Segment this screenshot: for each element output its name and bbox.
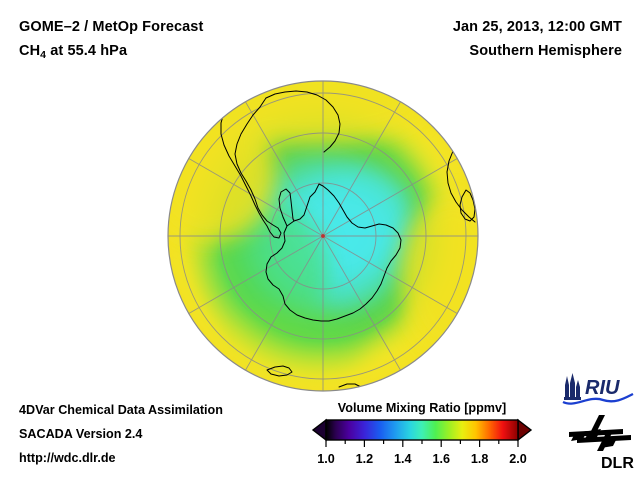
meridians: [168, 81, 478, 391]
colorbar-tick-label: 1.2: [356, 452, 374, 466]
method-label: 4DVar Chemical Data Assimilation: [19, 403, 223, 417]
coastline-island-fragment-b: [338, 383, 362, 388]
coastline-south-america: [220, 85, 282, 239]
riu-wordmark: RIU: [585, 377, 620, 399]
species-prefix: CH: [19, 43, 41, 59]
colorbar-tick-label: 1.6: [432, 452, 450, 466]
dlr-rotor-icon: [569, 415, 631, 451]
south-pole-marker: [321, 234, 325, 238]
dlr-wordmark: DLR: [601, 455, 634, 472]
wave-icon: [562, 392, 634, 405]
region-label: Southern Hemisphere: [469, 43, 622, 59]
colorbar: Volume Mixing Ratio [ppmv]: [300, 401, 544, 471]
colorbar-tick-label: 1.4: [394, 452, 412, 466]
globe-map: [167, 80, 479, 392]
colorbar-extend-left: [311, 418, 327, 442]
coastline-island-fragment-a: [266, 365, 293, 377]
coastline-madagascar: [459, 189, 476, 222]
datetime-label: Jan 25, 2013, 12:00 GMT: [452, 19, 622, 35]
coastline-antarctic-peninsula: [278, 188, 295, 227]
graticule: [168, 81, 478, 391]
colorbar-ticks: [325, 440, 519, 447]
cathedral-icon: [564, 373, 581, 400]
source-url-label: http://wdc.dlr.de: [19, 451, 116, 465]
colorbar-tick-label: 1.8: [471, 452, 489, 466]
dlr-logo: DLR: [565, 413, 637, 473]
coastline-antarctica: [265, 183, 402, 322]
version-label: SACADA Version 2.4: [19, 427, 143, 441]
species-level-title: CH4 at 55.4 hPa: [19, 43, 127, 61]
colorbar-title: Volume Mixing Ratio [ppmv]: [337, 401, 507, 415]
colorbar-tick-label: 1.0: [317, 452, 335, 466]
globe-limb: [167, 80, 479, 392]
colorbar-tick-label: 2.0: [509, 452, 527, 466]
species-level-suffix: at 55.4 hPa: [46, 43, 128, 59]
riu-logo: RIU: [559, 371, 635, 409]
species-subscript: 4: [40, 48, 47, 61]
colorbar-extend-right: [517, 418, 533, 442]
parallels: [179, 92, 467, 380]
coastline-south-america-east: [265, 90, 341, 153]
colorbar-tick-labels: 1.0 1.2 1.4 1.6 1.8 2.0: [317, 452, 527, 466]
instrument-title: GOME–2 / MetOp Forecast: [19, 19, 204, 35]
colorbar-gradient: [325, 419, 519, 441]
